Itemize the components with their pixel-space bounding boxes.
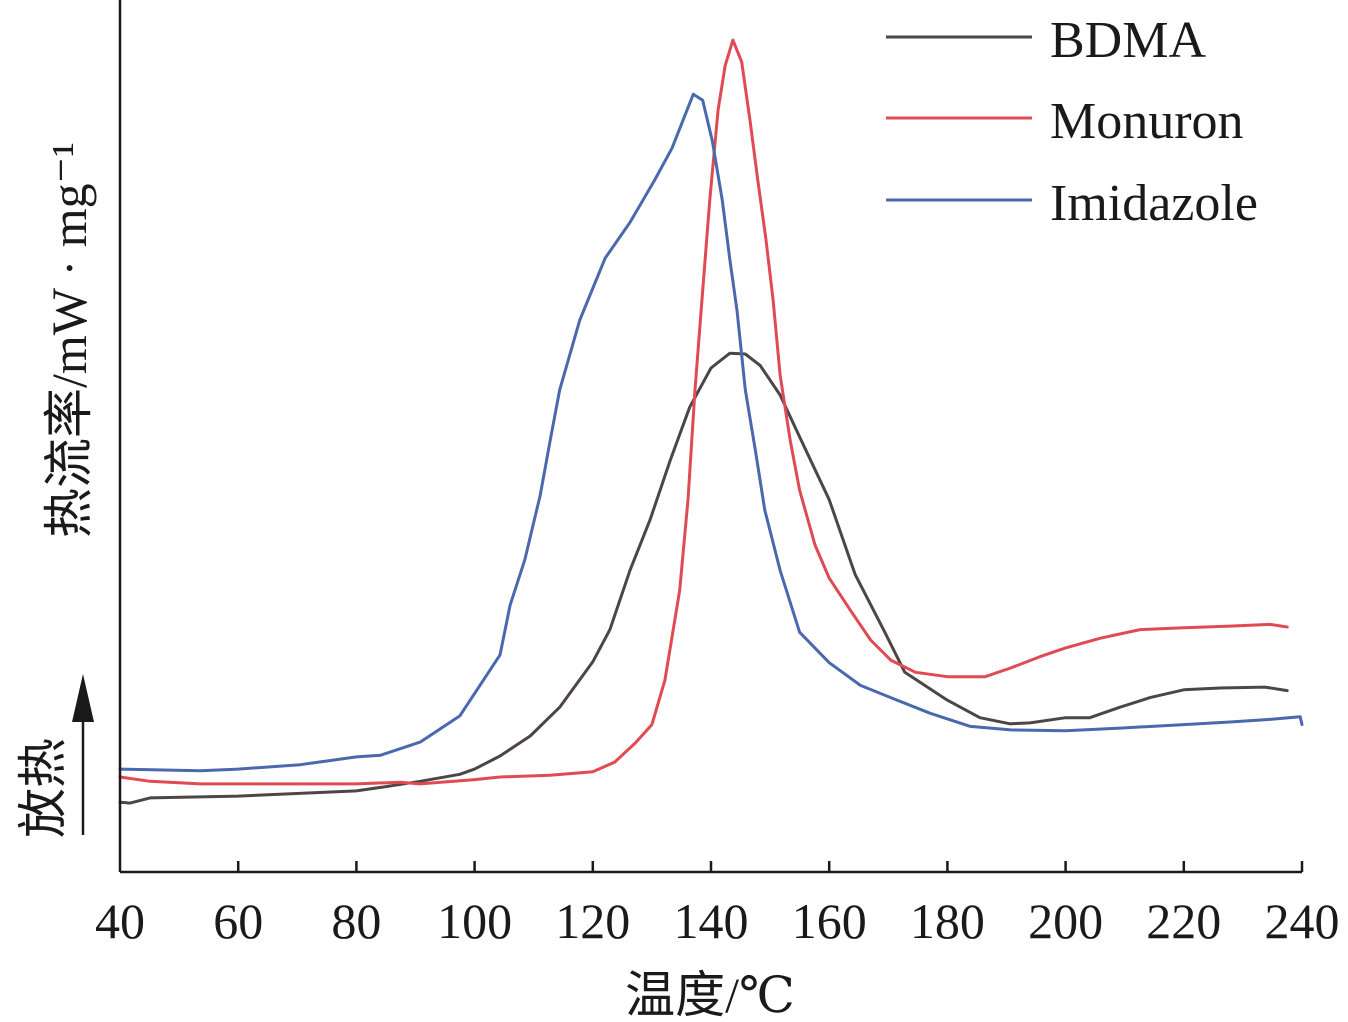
- x-tick-labels: 40 60 80 100 120 140 160 180 200 220 240: [95, 893, 1340, 949]
- x-tick-label: 140: [674, 893, 749, 949]
- x-tick-label: 220: [1146, 893, 1221, 949]
- x-tick-label: 160: [792, 893, 867, 949]
- legend-item-monuron: Monuron: [886, 93, 1244, 150]
- legend-label: Imidazole: [1050, 175, 1258, 232]
- x-tick-label: 240: [1265, 893, 1340, 949]
- x-tick-label: 180: [910, 893, 985, 949]
- y-axis-title: 热流率/mW · mg⁻¹: [41, 142, 97, 538]
- legend-item-imidazole: Imidazole: [886, 175, 1258, 232]
- x-tick-label: 120: [555, 893, 630, 949]
- series-line-bdma: [118, 351, 1289, 805]
- x-axis-title: 温度/℃: [625, 967, 795, 1022]
- legend: BDMA Monuron Imidazole: [886, 12, 1258, 232]
- x-tick-label: 80: [331, 893, 381, 949]
- series-line-imidazole: [118, 92, 1304, 773]
- series-line-monuron: [118, 38, 1289, 786]
- series-group: [118, 38, 1304, 805]
- x-ticks: [236, 861, 1304, 872]
- x-tick-label: 40: [95, 893, 145, 949]
- heat-release-arrow-icon: [72, 674, 94, 835]
- legend-label: BDMA: [1050, 12, 1206, 69]
- legend-item-bdma: BDMA: [886, 12, 1206, 69]
- legend-label: Monuron: [1050, 93, 1244, 150]
- x-tick-label: 60: [213, 893, 263, 949]
- heat-release-label: 放热: [15, 738, 71, 838]
- x-tick-label: 200: [1028, 893, 1103, 949]
- x-tick-label: 100: [437, 893, 512, 949]
